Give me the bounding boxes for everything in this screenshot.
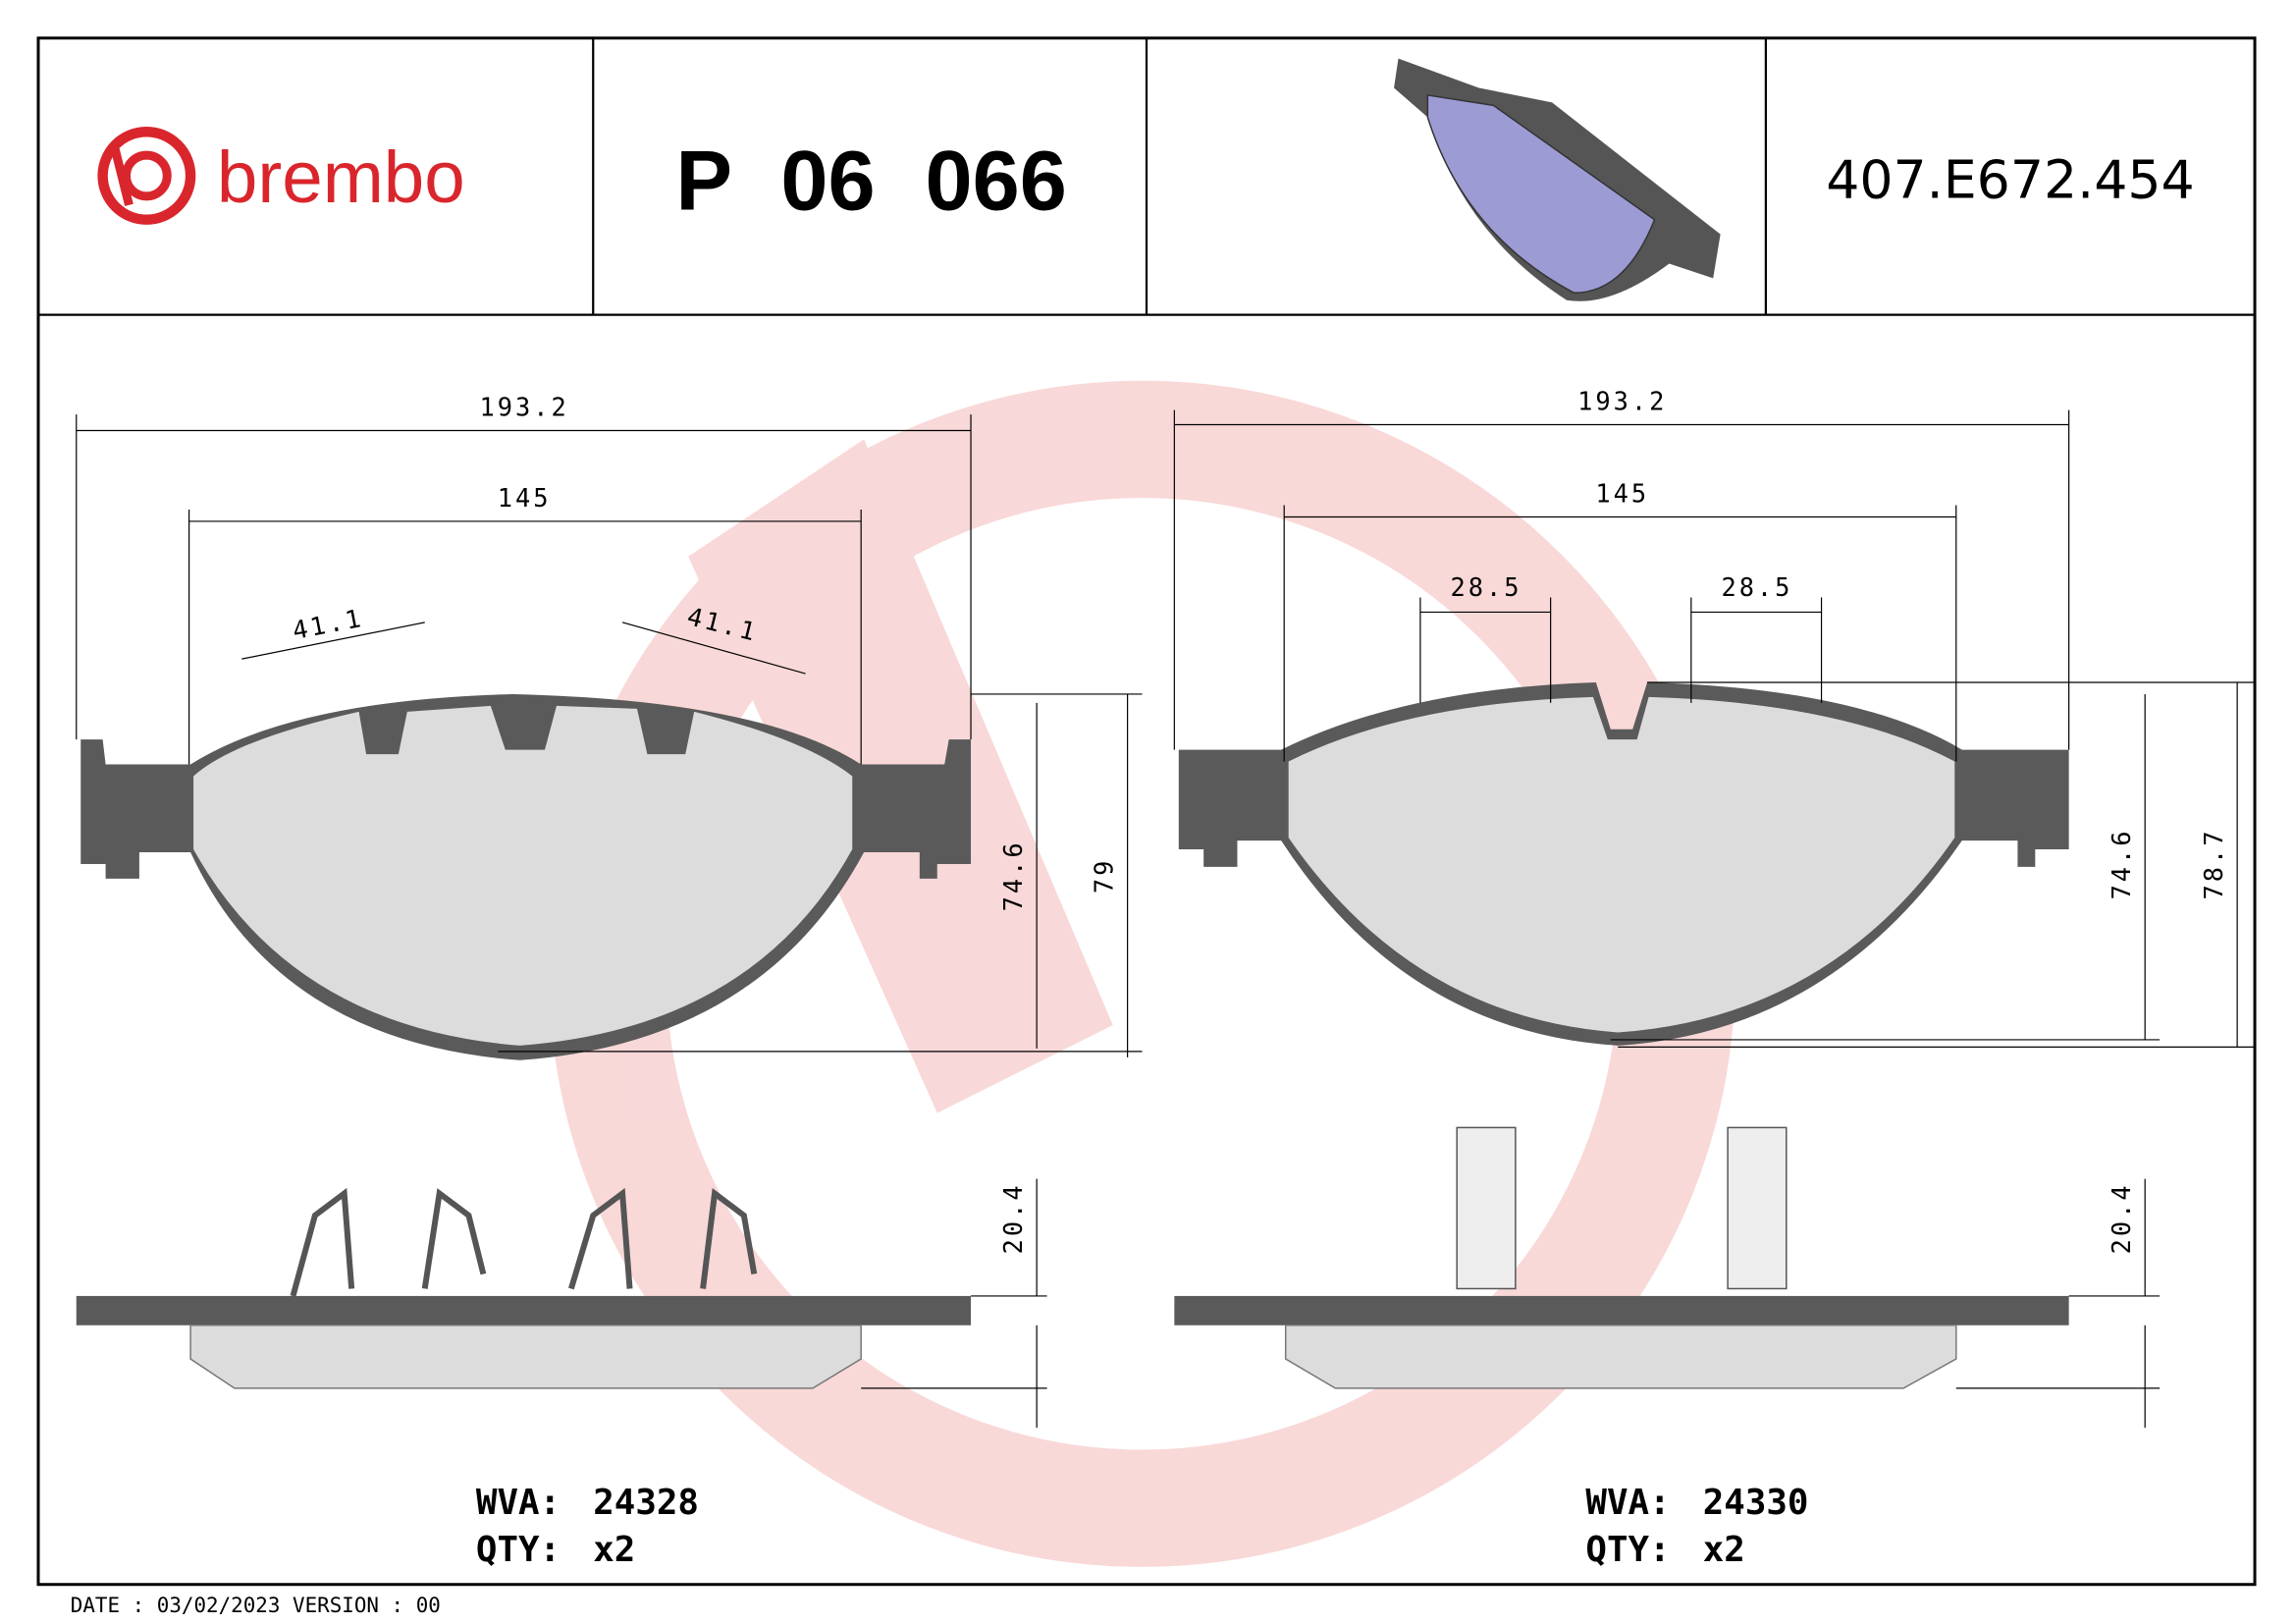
dimension-label: 74.6: [2107, 828, 2136, 899]
dimension-label: 193.2: [1577, 387, 1667, 416]
dimension-label: 28.5: [1721, 572, 1792, 602]
qty-value: x2: [1703, 1530, 1745, 1570]
product-code: 407.E672.454: [1826, 148, 2194, 210]
dimension-label: 78.7: [2199, 828, 2228, 899]
dimension-lines-part: [76, 414, 1143, 1429]
dimension-label: 145: [1595, 479, 1649, 509]
dimension-lines-part: [1173, 409, 2256, 1429]
frame-part: [36, 36, 2257, 1587]
pad-front-view-part: [1288, 696, 1955, 1033]
brand-logo-part: [122, 150, 172, 201]
footer-date: DATE : 03/02/2023 VERSION : 00: [71, 1594, 441, 1617]
pad-side-view-part: [1456, 1126, 1517, 1290]
qty-label: QTY:: [476, 1530, 561, 1570]
wva-label: WVA:: [476, 1483, 561, 1523]
pad-side-view-part: [1284, 1325, 1957, 1389]
pad-side-view-part: [76, 1295, 972, 1326]
dimension-label: 74.6: [998, 839, 1028, 911]
qty-label: QTY:: [1585, 1530, 1670, 1570]
pad-front-view: [1178, 682, 2069, 1046]
qty-value: x2: [593, 1530, 635, 1570]
pad-side-view-part: [1727, 1126, 1788, 1290]
frame: [36, 36, 2257, 1587]
brand-logo: [97, 127, 196, 225]
dimension-label: 145: [498, 483, 552, 513]
dimension-label: 20.4: [2107, 1182, 2136, 1254]
brand-logo-part: [97, 127, 196, 225]
wva-number: 24328: [593, 1483, 699, 1523]
dimension-label: 28.5: [1451, 572, 1522, 602]
pad-side-view: [76, 1126, 2069, 1389]
pad-front-view-part: [193, 705, 853, 1046]
pad-side-view-part: [1174, 1295, 2069, 1326]
wva-label: WVA:: [1585, 1483, 1670, 1523]
pad-thumbnail: [1394, 58, 1721, 301]
dimension-lines: [76, 409, 2256, 1429]
wva-number: 24330: [1703, 1483, 1809, 1523]
pad-side-view-part: [189, 1325, 862, 1389]
dimension-label: 193.2: [480, 393, 569, 422]
part-number: P 06 066: [675, 134, 1066, 228]
brand-name: brembo: [217, 135, 465, 218]
dimension-label: 41.1: [290, 603, 365, 645]
brand-logo-part: [110, 145, 133, 206]
dimension-label: 20.4: [998, 1182, 1028, 1254]
pad-side-view-part: [290, 1187, 758, 1297]
pad-thumbnail-part: [1426, 94, 1656, 295]
pad-front-view: [80, 693, 972, 1060]
dimension-label: 79: [1090, 858, 1119, 893]
